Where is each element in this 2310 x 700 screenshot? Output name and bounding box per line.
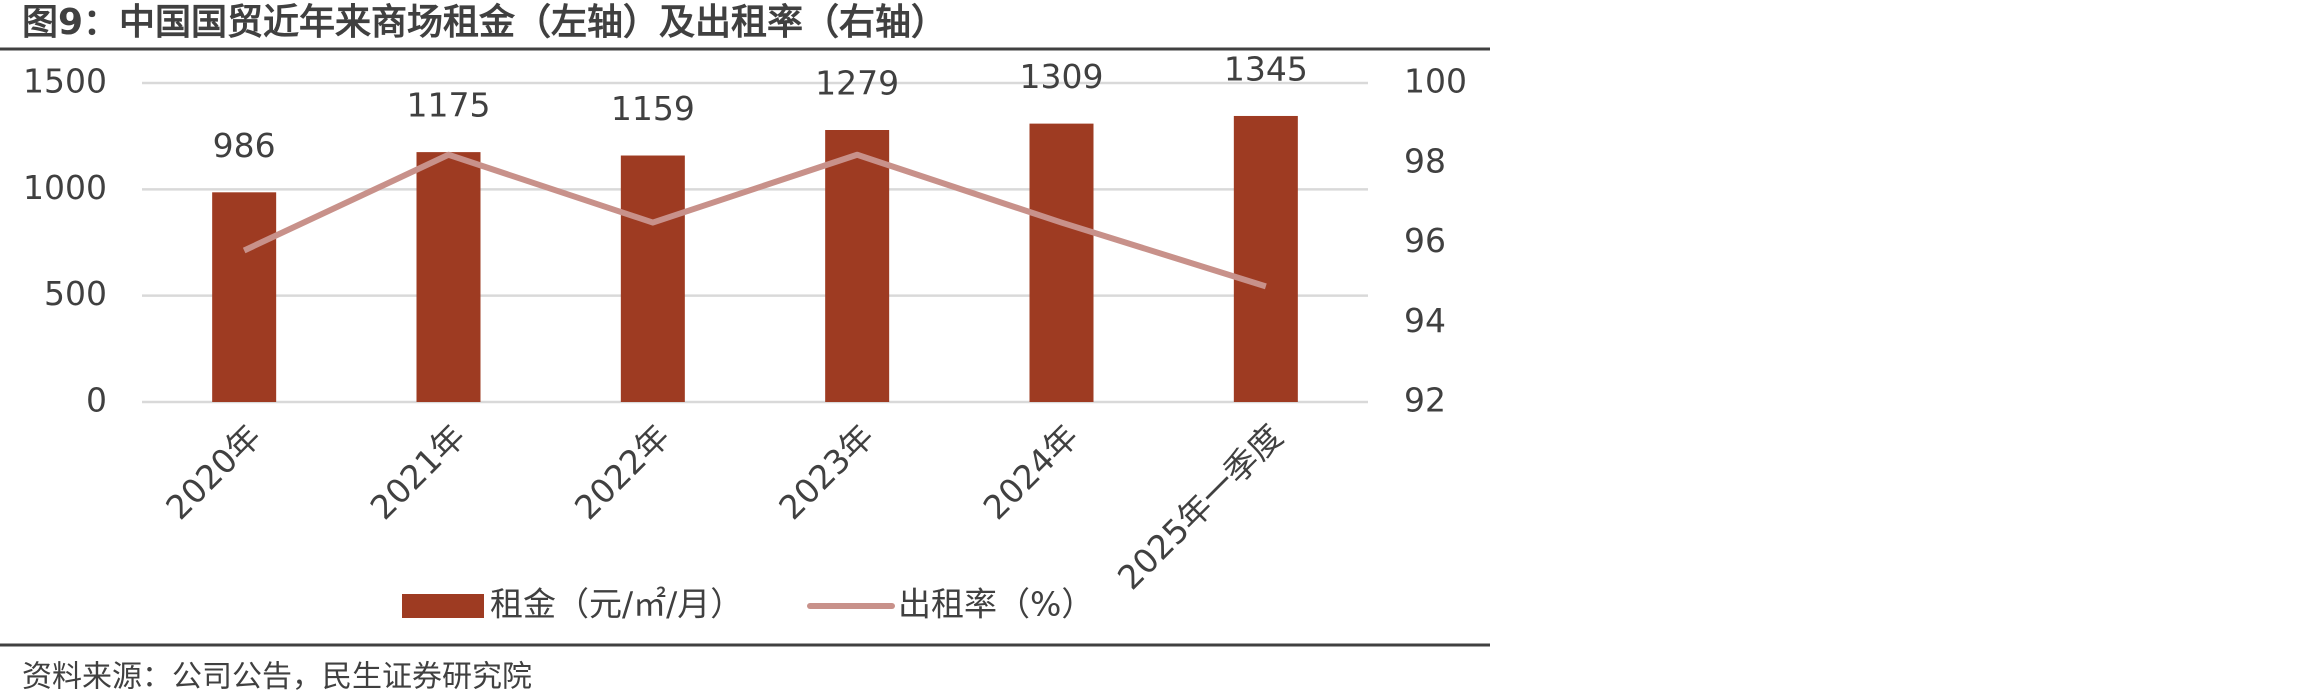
bar [212,192,277,402]
data-label: 1159 [611,89,695,128]
chart-title: 图9：中国国贸近年来商场租金（左轴）及出租率（右轴） [22,1,947,43]
legend-swatch [402,594,484,618]
data-label: 1175 [407,86,491,125]
data-label: 1309 [1020,57,1104,96]
x-tick-label: 2024年 [976,417,1086,527]
data-label: 1279 [815,63,899,102]
bar [825,129,890,402]
y-tick-label: 1000 [23,168,107,207]
data-label: 986 [213,126,276,165]
bar [620,155,685,402]
legend-label: 出租率（%） [898,585,1094,624]
legend-label: 租金（元/㎡/月） [490,585,743,624]
bar [1233,115,1298,403]
x-tick-label: 2023年 [771,417,881,527]
y-tick-label: 0 [86,381,107,420]
source: 资料来源：公司公告，民生证券研究院 [22,660,532,695]
y-tick-label: 500 [44,274,107,313]
y2-tick-label: 92 [1404,381,1446,420]
bar [1029,123,1094,403]
y2-tick-label: 96 [1404,221,1446,260]
x-tick-label: 2021年 [363,417,473,527]
y2-tick-label: 100 [1404,62,1467,101]
x-tick-label: 2022年 [567,417,677,527]
bar [416,152,481,402]
y2-tick-label: 98 [1404,141,1446,180]
y2-tick-label: 94 [1404,301,1446,340]
x-tick-label: 2020年 [158,417,268,527]
data-label: 1345 [1224,49,1308,88]
line [242,151,1267,290]
y-tick-label: 1500 [23,62,107,101]
x-tick-label: 2025年一季度 [1110,417,1290,597]
